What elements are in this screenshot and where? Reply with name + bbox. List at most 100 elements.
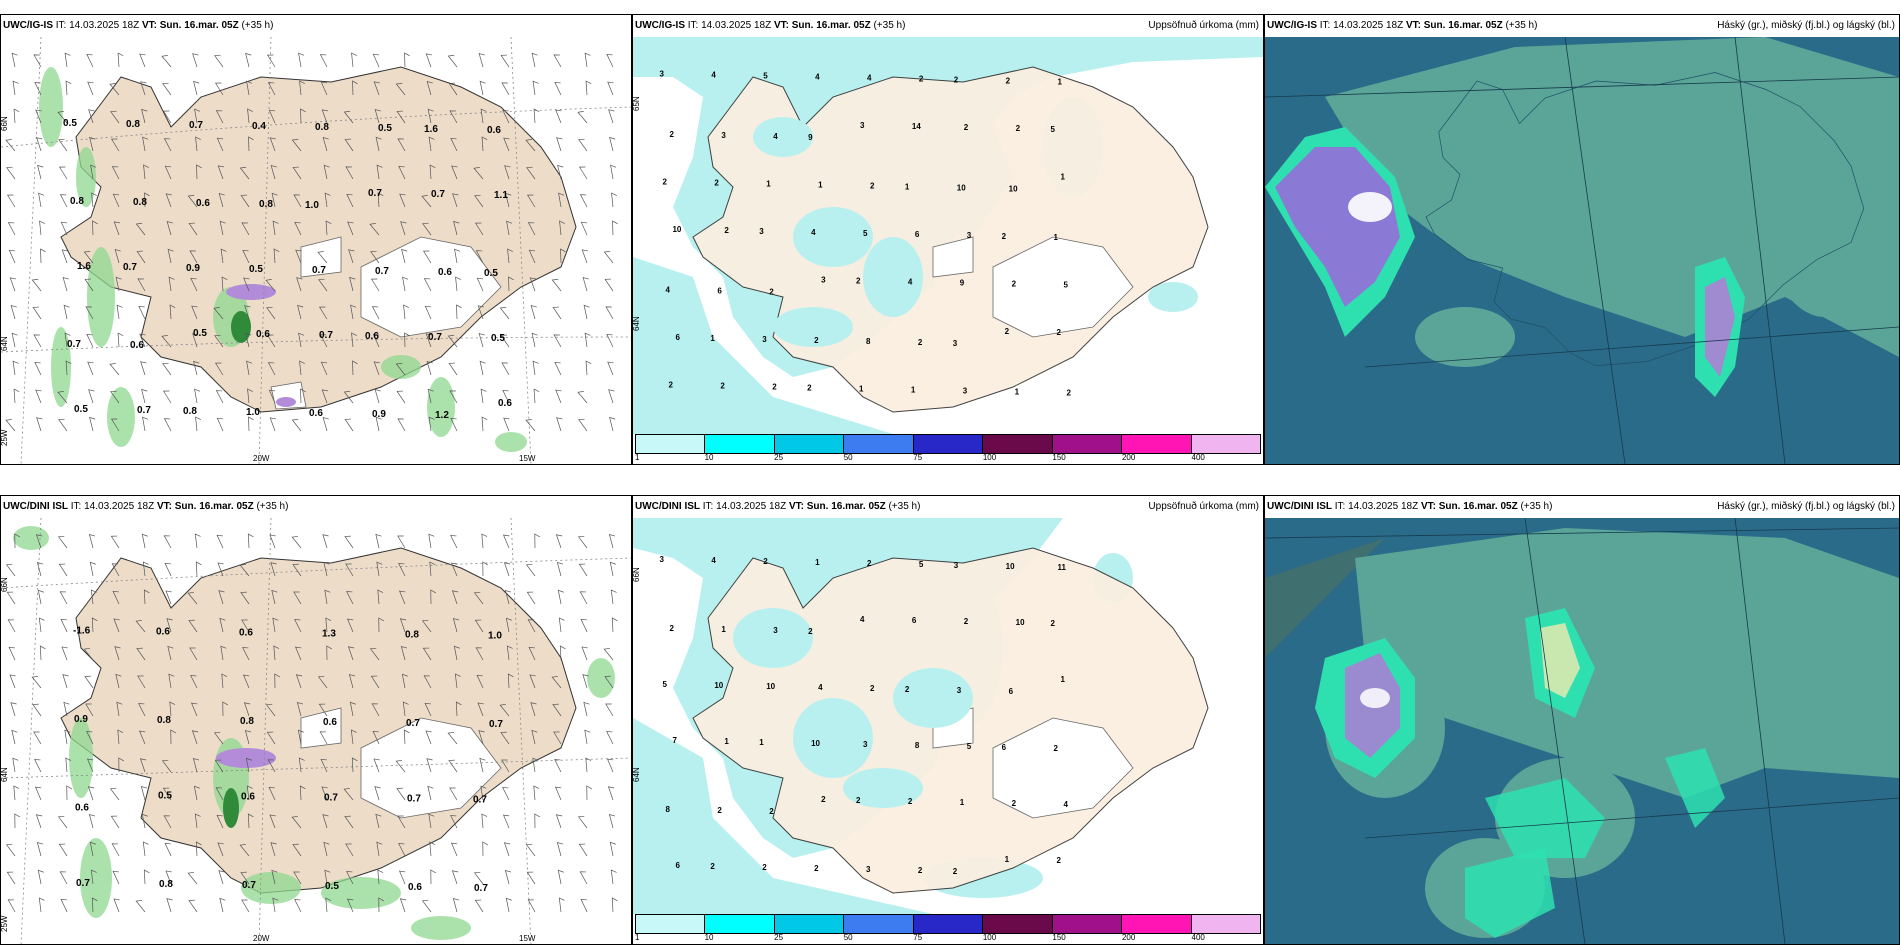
value-label: 10 [714, 681, 723, 690]
colorbar-cell [1191, 435, 1260, 453]
value-label: 2 [769, 287, 774, 296]
wind-barb [555, 534, 563, 549]
wind-barb [271, 869, 278, 885]
wind-barb [450, 842, 458, 857]
mid-cloud [1325, 37, 1899, 367]
wind-barb [247, 108, 253, 124]
wind-barb [421, 619, 432, 633]
value-label: 1.0 [488, 630, 502, 641]
value-label: 0.6 [156, 626, 170, 637]
wind-barb [34, 82, 42, 96]
wind-barb [422, 250, 432, 264]
wind-barb [162, 362, 172, 376]
wind-barb [322, 137, 329, 152]
wind-barb [139, 758, 147, 773]
wind-barb [170, 729, 176, 745]
wind-barb [532, 757, 539, 773]
value-label: 4 [815, 73, 820, 82]
wind-barb [32, 703, 42, 717]
value-label: 2 [908, 797, 913, 806]
value-label: 2 [856, 276, 861, 285]
wind-barb [325, 220, 332, 236]
wind-barb [31, 675, 42, 689]
wind-barb [351, 757, 358, 773]
wind-barb [402, 276, 409, 292]
value-label: 3 [659, 555, 664, 564]
wind-barb [247, 533, 254, 549]
wind-barb [556, 417, 563, 432]
wind-barb [319, 731, 328, 745]
wind-barb [139, 333, 146, 348]
wind-barb [86, 54, 94, 68]
value-label: 0.7 [489, 719, 503, 730]
snow-area [1348, 192, 1392, 222]
wind-barb [325, 617, 332, 633]
wind-barb [161, 759, 172, 773]
wind-barb [553, 731, 562, 745]
wind-barb [374, 389, 381, 404]
colorbar-label: 75 [913, 933, 923, 942]
glacier [360, 236, 502, 338]
wind-barb [372, 53, 380, 68]
value-label: 6 [675, 861, 680, 870]
wind-barb [162, 787, 172, 801]
colorbar-cell [844, 915, 914, 933]
wind-barb [558, 192, 565, 208]
wind-barb [9, 277, 17, 292]
wind-barb [37, 589, 44, 605]
wind-barb [526, 194, 536, 208]
wind-barb [140, 785, 148, 801]
wind-barb [242, 674, 250, 689]
wind-barb [449, 390, 458, 404]
wind-barb [473, 871, 484, 885]
wind-barb [218, 870, 225, 885]
wind-barb [139, 53, 146, 68]
wind-barb [474, 899, 484, 913]
wind-barb [270, 562, 277, 577]
wind-barb [395, 362, 406, 376]
wind-barb [292, 843, 302, 857]
wind-barb [113, 618, 120, 633]
value-label: 0.7 [473, 794, 487, 805]
wind-barb [455, 701, 462, 717]
wind-barb [216, 137, 224, 152]
value-label: 0.7 [431, 189, 445, 200]
value-label: 0.6 [256, 329, 270, 340]
wind-barb [399, 618, 407, 633]
wind-barb [422, 647, 432, 661]
wind-barb [527, 222, 536, 236]
wind-barb [6, 591, 16, 605]
wind-barb [298, 757, 305, 773]
it-value: 14.03.2025 18Z [1333, 20, 1404, 31]
wind-barb [395, 82, 406, 96]
value-label: 2 [772, 382, 777, 391]
wind-barb [428, 416, 435, 432]
wind-barb [473, 591, 484, 605]
wind-barb [454, 248, 461, 264]
wind-barb [111, 166, 120, 180]
value-label: 0.6 [241, 791, 255, 802]
wind-barb [349, 276, 356, 292]
value-label: 6 [915, 230, 920, 239]
value-label: 6 [912, 616, 917, 625]
it-value: 14.03.2025 18Z [1348, 501, 1419, 512]
wind-barb [246, 785, 253, 801]
wind-barb [90, 164, 97, 180]
wind-barb [89, 136, 96, 152]
wind-barb [117, 52, 124, 68]
panel-top-right: UWC/IG-IS IT: 14.03.2025 18Z VT: Sun. 16… [1264, 14, 1900, 465]
wind-barb [91, 897, 98, 913]
wind-barb [64, 332, 71, 348]
wind-barb [11, 52, 18, 68]
wind-barb [349, 701, 356, 717]
value-label: 0.5 [158, 790, 172, 801]
wind-barb [318, 306, 328, 320]
wind-barb [193, 80, 200, 96]
map-title: Uppsöfnuð úrkoma (mm) [1148, 501, 1259, 512]
wind-barb [269, 534, 276, 549]
wind-barb [422, 222, 432, 236]
wind-barb [584, 729, 591, 745]
wind-barb [241, 899, 250, 913]
wind-barb [110, 815, 120, 829]
wind-barb [350, 729, 357, 745]
